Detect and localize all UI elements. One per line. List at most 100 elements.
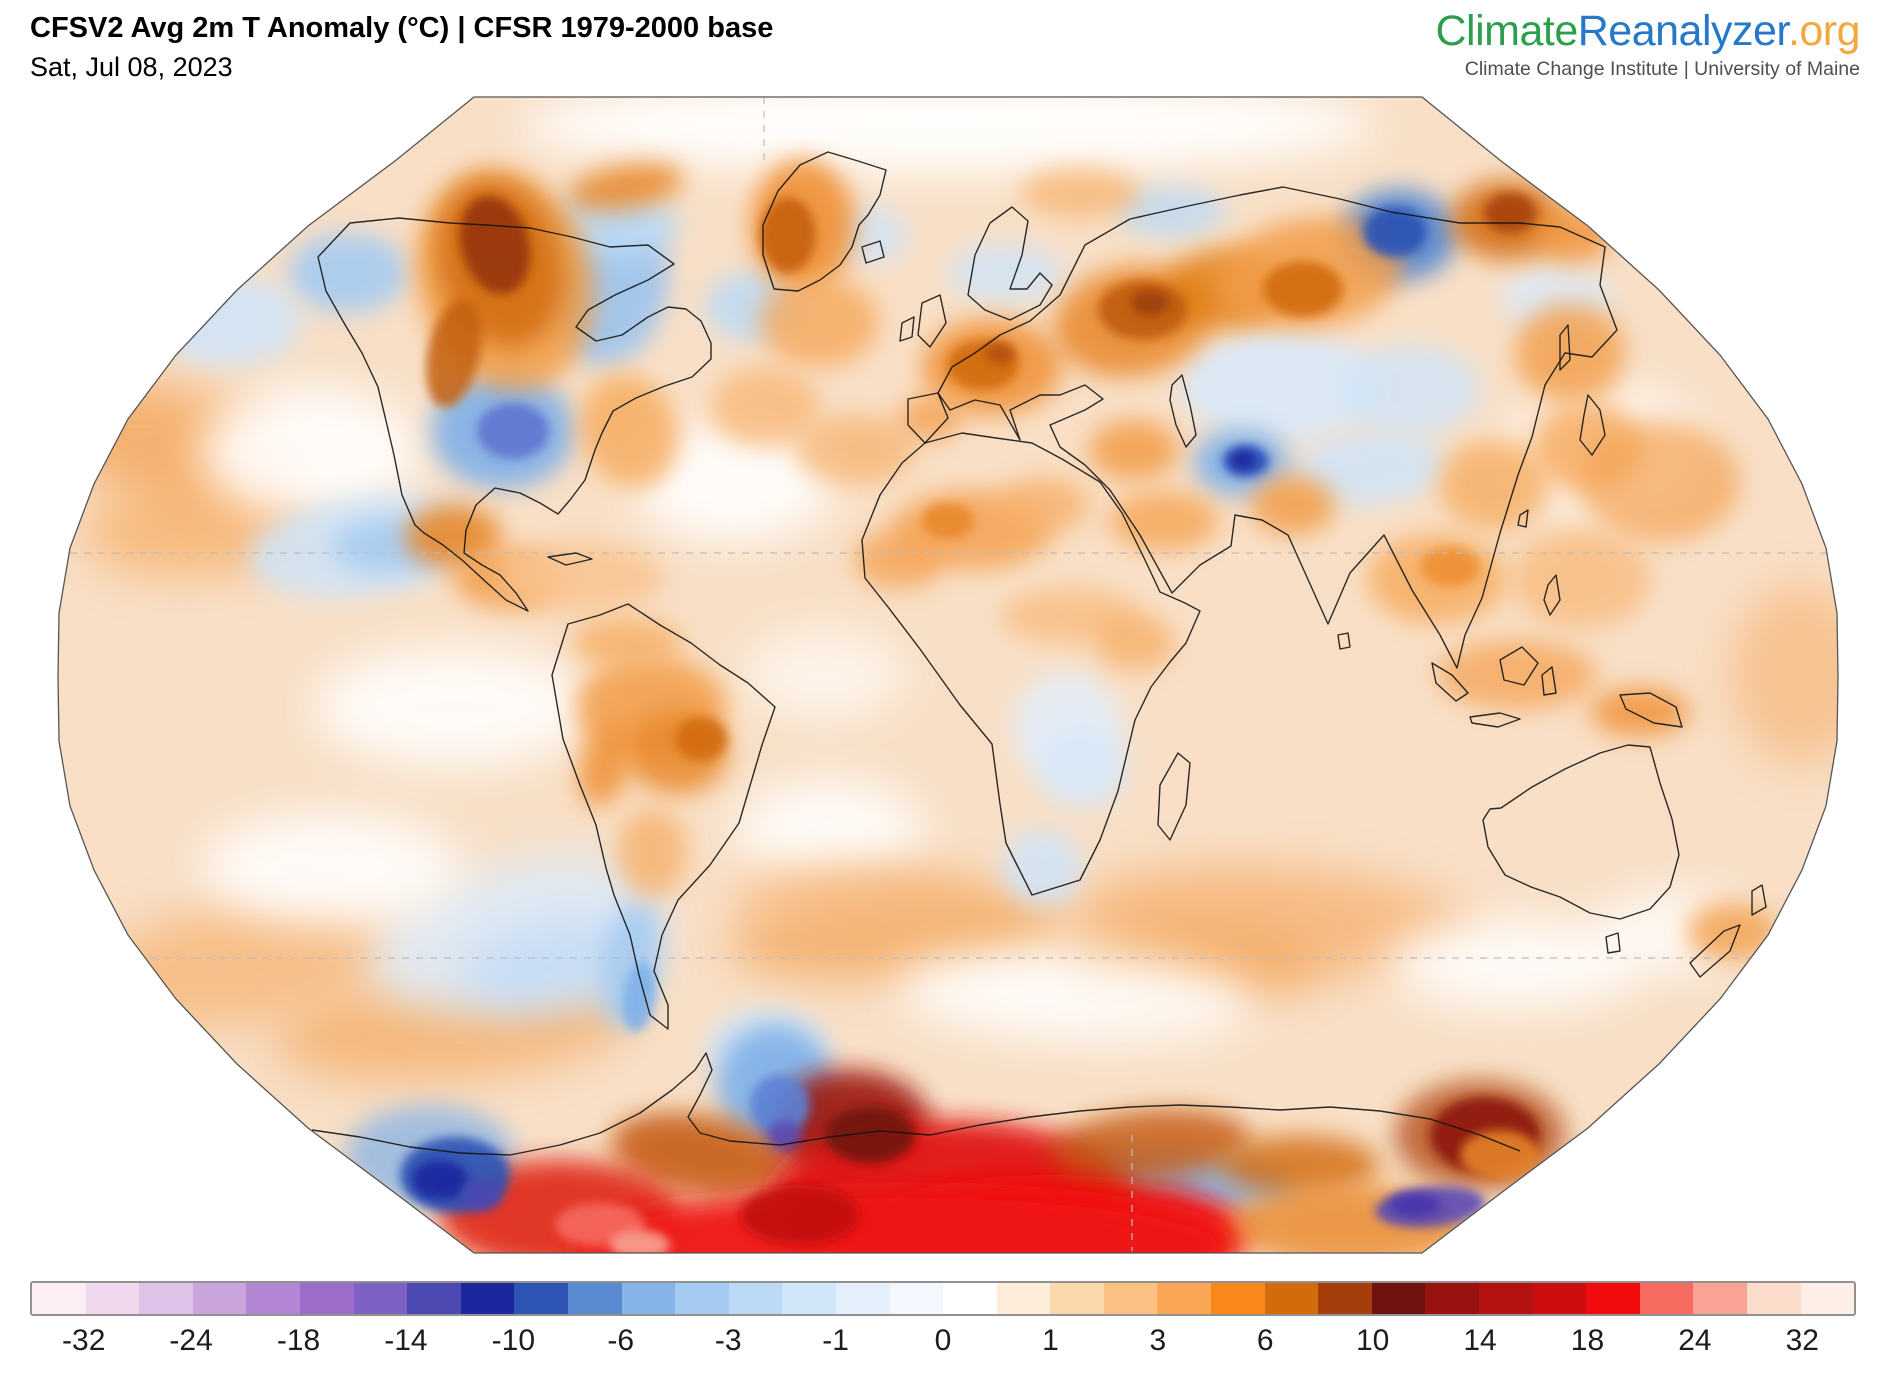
colorbar-label: 24	[1678, 1324, 1712, 1357]
colorbar-label: -24	[169, 1324, 213, 1357]
anomaly-region-socean-white	[897, 951, 1257, 1043]
colorbar-segment	[32, 1283, 86, 1314]
colorbar-label: -18	[276, 1324, 321, 1357]
logo-climate: Climate	[1435, 7, 1578, 55]
colorbar-segment	[943, 1283, 997, 1314]
anomaly-region-safrica-cool	[1002, 830, 1082, 906]
world-map-figure	[57, 96, 1839, 1254]
world-map	[0, 95, 1896, 1255]
colorbar-label: 0	[934, 1324, 952, 1357]
logo-reanalyzer: Reanalyzer	[1577, 7, 1789, 55]
colorbar-segment	[1103, 1283, 1158, 1314]
anomaly-region-csiberia-warm-core	[1263, 261, 1343, 317]
colorbar-segment	[889, 1283, 944, 1314]
anomaly-region-satl-white	[734, 780, 924, 880]
colorbar-segment	[1532, 1283, 1587, 1314]
colorbar-segment	[1800, 1283, 1854, 1314]
anomaly-region-ant-bottom-band	[570, 1190, 1230, 1253]
anomaly-region-newguinea-warm	[1590, 687, 1690, 737]
colorbar-label: 32	[1785, 1324, 1819, 1357]
anomaly-region-ross-navy-core	[412, 1160, 468, 1200]
anomaly-region-brazil-warm-dark	[675, 717, 727, 761]
colorbar-segment	[1264, 1283, 1319, 1314]
colorbar-segment	[85, 1283, 140, 1314]
colorbar-label: -1	[822, 1324, 849, 1357]
anomaly-region-nz-warm	[1687, 902, 1777, 962]
climatereanalyzer-logo[interactable]: ClimateReanalyzer.org	[1435, 7, 1860, 55]
anomaly-region-echina-warm	[1439, 440, 1549, 530]
colorbar	[30, 1281, 1856, 1316]
anomaly-region-gulfstream-warm	[579, 374, 679, 488]
colorbar-segment	[192, 1283, 247, 1314]
anomaly-region-libya-warm	[999, 477, 1089, 533]
anomaly-region-patagonia-cool-core	[622, 962, 656, 1032]
colorbar-segment	[1425, 1283, 1480, 1314]
anomaly-region-mongolia-cool	[1340, 345, 1480, 435]
anomaly-region-sepac-white2	[201, 813, 461, 923]
colorbar-segment	[1586, 1283, 1640, 1314]
colorbar-segment	[460, 1283, 515, 1314]
colorbar-segment	[728, 1283, 783, 1314]
colorbar-segment	[299, 1283, 354, 1314]
anomaly-region-sahara-warm-core	[922, 503, 974, 539]
anomaly-region-philippinesea-warm	[1511, 529, 1651, 629]
anomaly-region-nesiberia-warm-core	[1484, 193, 1536, 233]
anomaly-region-chukotka-warm	[1532, 207, 1612, 263]
anomaly-region-ant-maroon-core	[825, 1107, 915, 1163]
anomaly-region-bering-cool	[152, 276, 302, 366]
colorbar-label: -6	[607, 1324, 635, 1357]
colorbar-segment	[514, 1283, 568, 1314]
colorbar-segment	[1693, 1283, 1747, 1314]
anomaly-region-nwindia-warm	[1251, 475, 1335, 535]
anomaly-region-caribbean-warm	[495, 542, 665, 612]
colorbar-labels: -32 -24 -18 -14 -10 -6 -3 -1 0 1 3 6 10 14 18 24 32	[30, 1324, 1856, 1364]
colorbar-segment	[353, 1283, 408, 1314]
colorbar-label: 3	[1149, 1324, 1167, 1357]
colorbar-label: 1	[1042, 1324, 1059, 1357]
anomaly-region-wafrica-warm	[854, 529, 944, 589]
anomaly-region-africa-cool2	[1037, 728, 1127, 808]
coastlines	[311, 151, 1767, 1156]
anomaly-region-np-white	[200, 387, 420, 517]
colorbar-label: 18	[1570, 1324, 1605, 1357]
anomaly-region-natl-warm2	[710, 367, 820, 447]
anomaly-region-wrussia-warm-dark	[1131, 290, 1169, 316]
anomaly-region-eant-purple-core	[1389, 1193, 1441, 1217]
anomaly-region-ant-rust-right	[1050, 1109, 1250, 1181]
anomaly-region-alaska-cool	[288, 233, 408, 313]
anomaly-region-eafrica-warm	[1095, 615, 1175, 671]
anomaly-region-eqpac-white	[314, 647, 594, 767]
anomaly-region-rockies-warm	[426, 298, 482, 408]
anomaly-region-indochina-warm-core	[1420, 547, 1480, 587]
colorbar-segment	[1479, 1283, 1533, 1314]
anomaly-region-andes-warm	[578, 723, 632, 807]
anomaly-region-centralasia-cool	[1180, 331, 1380, 441]
anomaly-region-midatl-white	[634, 422, 834, 542]
anomaly-region-mexico-warm	[405, 504, 501, 568]
map-outline	[57, 96, 1839, 1254]
page-title: CFSV2 Avg 2m T Anomaly (°C) | CFSR 1979-…	[30, 12, 774, 44]
colorbar-segment	[139, 1283, 193, 1314]
anomaly-region-satl-warm-band2	[735, 865, 975, 935]
anomaly-region-indonesia-warm	[1437, 640, 1597, 710]
colorbar-segment	[1050, 1283, 1104, 1314]
anomaly-region-ant-rust-right2	[1220, 1135, 1380, 1195]
anomaly-region-ant-darkred-spot	[740, 1185, 860, 1245]
anomaly-region-central-us-cool-core	[477, 403, 549, 459]
anomaly-region-ant-rust-left	[611, 1112, 789, 1198]
anomaly-region-arctic-islands-warm	[568, 163, 684, 211]
title-block: CFSV2 Avg 2m T Anomaly (°C) | CFSR 1979-…	[30, 12, 773, 83]
anomaly-region-weddell-cool-core	[750, 1075, 810, 1135]
colorbar-label: -14	[384, 1324, 428, 1357]
colorbar-label: -3	[714, 1324, 742, 1357]
anomaly-region-arctic-white	[518, 97, 1378, 173]
anomaly-region-greenland-warm-core	[760, 197, 816, 273]
colorbar-label: -32	[62, 1324, 106, 1357]
anomaly-region-ejapan-warm	[1580, 422, 1740, 542]
anomaly-region-nwcanada-warm-core	[459, 195, 531, 295]
anomaly-region-eqpac-right-warm	[1730, 585, 1838, 765]
logo-block: ClimateReanalyzer.org Climate Change Ins…	[1435, 7, 1860, 81]
anomaly-region-iran-cold-navy	[1231, 451, 1255, 469]
colorbar-segment	[835, 1283, 890, 1314]
